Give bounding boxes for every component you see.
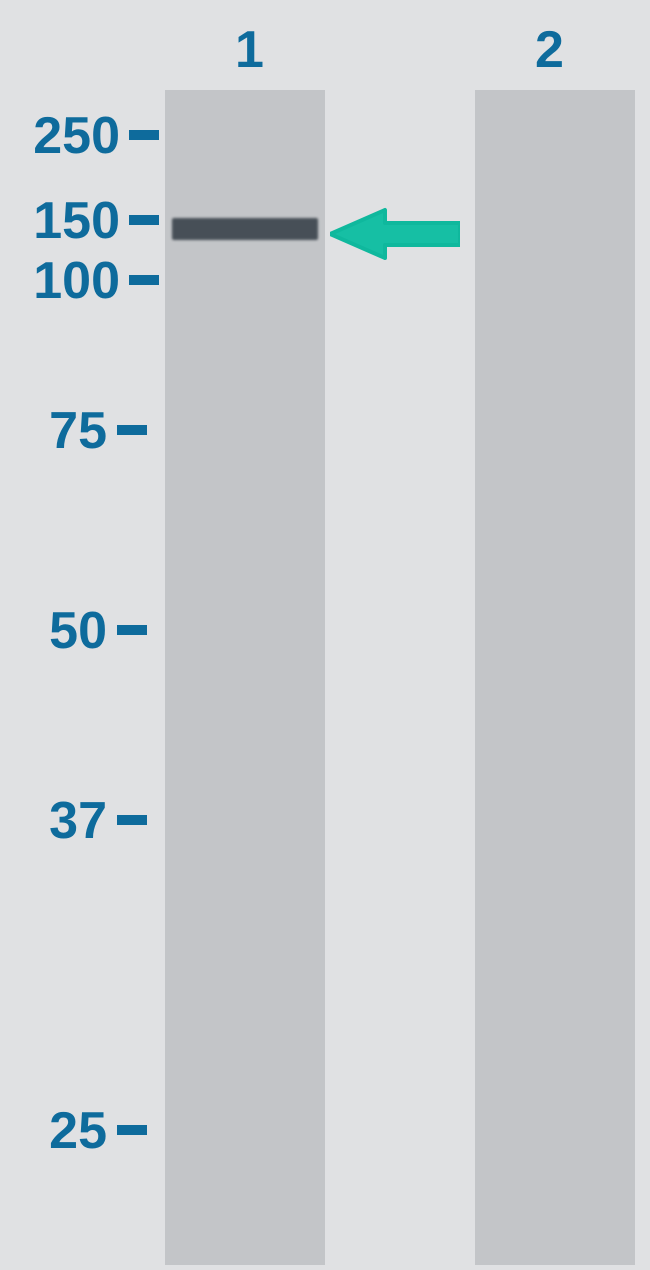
lane-header-1: 1 — [235, 20, 264, 80]
marker-dash-37 — [117, 815, 147, 825]
marker-dash-75 — [117, 425, 147, 435]
marker-dash-150 — [129, 215, 159, 225]
band-lane1 — [172, 218, 318, 240]
marker-label-150: 150 — [33, 191, 120, 251]
lane-2 — [475, 90, 635, 1265]
lane-header-2: 2 — [535, 20, 564, 80]
marker-dash-25 — [117, 1125, 147, 1135]
marker-label-75: 75 — [49, 401, 107, 461]
marker-label-100: 100 — [33, 251, 120, 311]
marker-dash-100 — [129, 275, 159, 285]
marker-label-250: 250 — [33, 106, 120, 166]
lane-1 — [165, 90, 325, 1265]
arrow-polygon — [330, 210, 460, 258]
marker-dash-50 — [117, 625, 147, 635]
marker-dash-250 — [129, 130, 159, 140]
blot-figure: 1 2 250 150 100 75 50 37 25 — [0, 0, 650, 1270]
marker-label-50: 50 — [49, 601, 107, 661]
marker-label-37: 37 — [49, 791, 107, 851]
band-indicator-arrow-icon — [330, 206, 460, 262]
marker-label-25: 25 — [49, 1101, 107, 1161]
